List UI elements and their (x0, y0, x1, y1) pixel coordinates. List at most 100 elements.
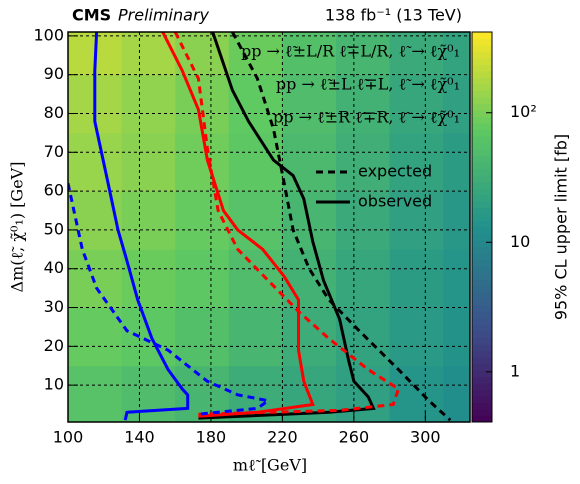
colorbar-step (472, 90, 492, 98)
colorbar-step (472, 71, 492, 78)
limit-observed (93, 32, 190, 421)
colorbar-step (472, 32, 492, 39)
colorbar-step (472, 233, 492, 241)
colorbar-step (472, 376, 492, 384)
heat-cell (336, 307, 391, 367)
y-tick-label: 10 (44, 375, 64, 394)
colorbar-step (472, 285, 492, 293)
limit-expected (68, 182, 272, 416)
colorbar-tick-label: 10² (510, 102, 537, 121)
legend-process: pp → ℓ̃±R ℓ̃∓R, ℓ̃ → ℓχ̃⁰₁ (273, 108, 460, 127)
legend-process: pp → ℓ̃±L/R ℓ̃∓L/R, ℓ̃ → ℓχ̃⁰₁ (241, 42, 460, 61)
colorbar-step (472, 259, 492, 267)
heat-cell (228, 74, 283, 134)
status: Preliminary (118, 6, 210, 25)
heat-cell (389, 191, 444, 250)
colorbar-step (472, 227, 492, 234)
colorbar-step (472, 58, 492, 65)
heat-cell (121, 249, 176, 309)
limit-observed (161, 32, 315, 418)
heat-cell (443, 74, 470, 134)
y-tick-label: 100 (33, 25, 64, 44)
colorbar-step (472, 136, 492, 143)
legend-process: pp → ℓ̃±L ℓ̃∓L, ℓ̃ → ℓχ̃⁰₁ (276, 75, 460, 94)
legend-label: observed (358, 192, 432, 211)
heat-cell (68, 307, 123, 367)
heat-cell (121, 132, 176, 192)
colorbar-step (472, 45, 492, 52)
colorbar-step (472, 311, 492, 319)
x-tick-label: 220 (267, 428, 298, 447)
colorbar-step (472, 246, 492, 254)
colorbar-step (472, 142, 492, 150)
colorbar-tick-label: 1 (510, 361, 520, 380)
colorbar-step (472, 220, 492, 228)
colorbar-step (472, 350, 492, 358)
colorbar-step (472, 396, 492, 403)
colorbar-tick-label: 10 (510, 232, 530, 251)
x-tick-label: 140 (124, 428, 155, 447)
heat-cell (389, 249, 444, 309)
colorbar-step (472, 207, 492, 215)
heat-cell (336, 365, 391, 422)
colorbar-step (472, 123, 492, 130)
heat-cell (336, 74, 391, 134)
colorbar-step (472, 116, 492, 124)
heat-cell (282, 32, 337, 76)
colorbar-step (472, 129, 492, 137)
heat-cell (121, 365, 176, 422)
heat-cell (228, 32, 283, 76)
colorbar-step (472, 181, 492, 189)
heat-cell (336, 249, 391, 309)
heat-cell (443, 365, 470, 422)
colorbar-step (472, 175, 492, 182)
colorbar-step (472, 344, 492, 351)
heat-cell (228, 307, 283, 367)
heat-cell (389, 307, 444, 367)
heat-cell (336, 32, 391, 76)
heat-cell (282, 132, 337, 192)
y-tick-label: 70 (44, 142, 64, 161)
heat-cell (389, 74, 444, 134)
x-axis-label: mℓ̃ [GeV] (233, 456, 307, 475)
colorbar-step (472, 383, 492, 390)
colorbar-step (472, 110, 492, 117)
heat-cell (443, 132, 470, 192)
colorbar-step (472, 357, 492, 364)
y-tick-label: 80 (44, 103, 64, 122)
colorbar-step (472, 389, 492, 397)
y-axis-label: Δm(ℓ̃, χ̃⁰₁) [GeV] (8, 162, 27, 293)
colorbar-step (472, 292, 492, 299)
y-tick-label: 20 (44, 336, 64, 355)
heat-cell (389, 365, 444, 422)
heat-cell (121, 307, 176, 367)
colorbar-step (472, 266, 492, 273)
colorbar-step (472, 272, 492, 280)
heat-cell (443, 191, 470, 250)
plot-frame (67, 31, 471, 423)
heat-cell (336, 132, 391, 192)
limit-observed (198, 32, 376, 420)
x-tick-label: 100 (53, 428, 84, 447)
colorbar-step (472, 409, 492, 416)
x-tick-label: 300 (410, 428, 441, 447)
colorbar-step (472, 201, 492, 208)
colorbar-step (472, 51, 492, 59)
colorbar-step (472, 415, 492, 423)
colorbar-step (472, 305, 492, 312)
colorbar-step (472, 168, 492, 176)
colorbar-step (472, 318, 492, 325)
colorbar-step (472, 331, 492, 338)
heat-cell (228, 249, 283, 309)
y-tick-label: 50 (44, 219, 64, 238)
heat-cell (175, 132, 230, 192)
heat-cell (175, 307, 230, 367)
heat-cell (282, 74, 337, 134)
heat-cell (121, 191, 176, 250)
heat-cell (121, 74, 176, 134)
colorbar-frame (471, 31, 493, 423)
heat-cell (68, 365, 123, 422)
heat-cell (282, 307, 337, 367)
colorbar-step (472, 194, 492, 202)
